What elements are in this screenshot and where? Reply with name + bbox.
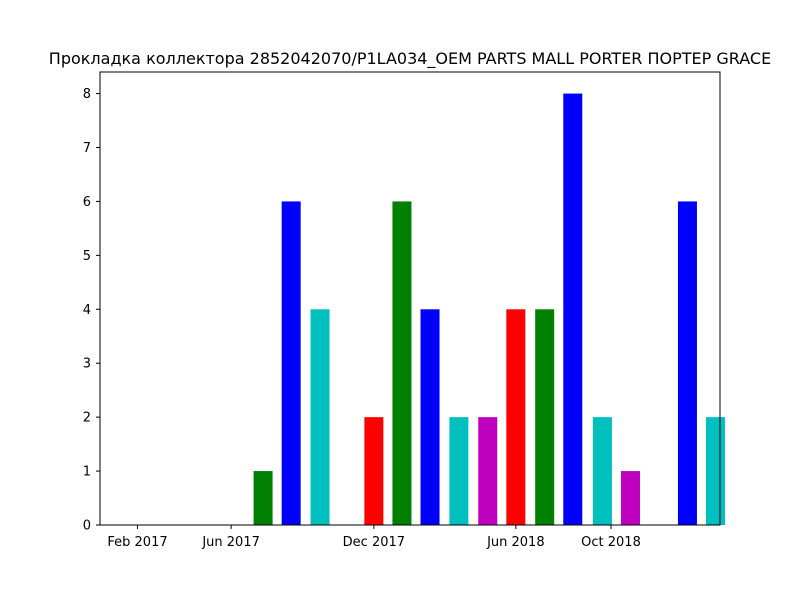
bar-9 [506,309,526,525]
chart-title: Прокладка коллектора 2852042070/P1LA034_… [49,49,771,69]
y-tick-label-3: 3 [83,357,91,372]
y-tick-label-6: 6 [83,195,91,210]
plot-frame [99,71,721,526]
y-tick-label-7: 7 [83,141,91,156]
x-tick-label-1: Jun 2017 [201,535,260,550]
bar-1 [253,471,273,525]
bar-6 [420,309,440,525]
bar-15 [706,417,726,525]
bar-2 [281,201,301,525]
x-tick-label-4: Oct 2018 [581,535,641,550]
bar-8 [478,417,498,525]
x-tick-label-3: Jun 2018 [486,535,545,550]
y-tick-label-2: 2 [83,411,91,426]
x-tick-label-2: Dec 2017 [343,535,405,550]
bar-14 [677,201,697,525]
plot-area: 0 1 2 3 4 5 6 7 8 Feb 2017 Jun 2017 Dec 2017 Jun 201… [83,71,726,550]
y-tick-label-5: 5 [83,249,91,264]
bar-5 [392,201,412,525]
bar-4 [364,417,384,525]
bar-10 [535,309,555,525]
y-tick-label-0: 0 [83,519,91,534]
y-tick-label-4: 4 [83,303,91,318]
x-tick-label-0: Feb 2017 [107,535,167,550]
bar-3 [310,309,330,525]
bar-7 [449,417,469,525]
bar-11 [563,93,583,525]
bar-12 [592,417,612,525]
y-tick-label-1: 1 [83,465,91,480]
bar-13 [621,471,640,525]
y-tick-label-8: 8 [83,87,91,102]
